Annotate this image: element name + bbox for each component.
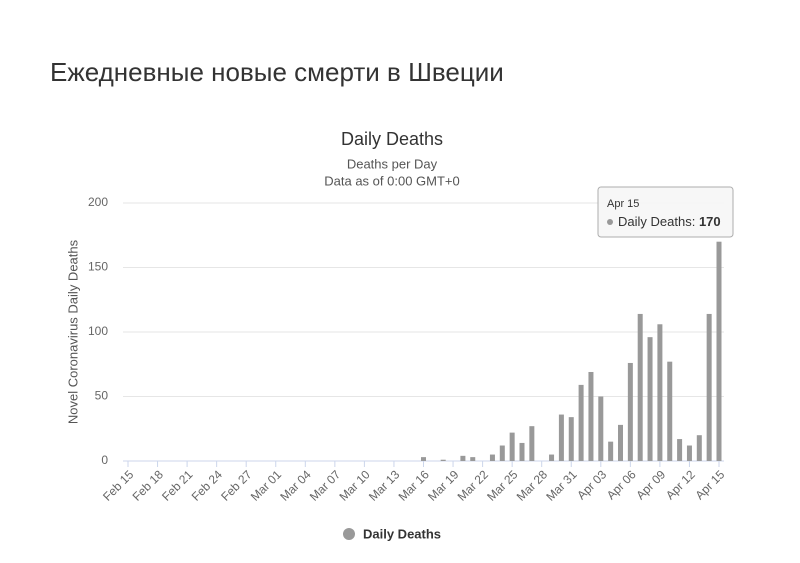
x-tick-label: Apr 03: [574, 467, 609, 502]
tooltip-marker: [607, 219, 613, 225]
bar: [529, 426, 535, 461]
x-tick-label: Mar 13: [366, 467, 403, 504]
y-tick-label: 0: [101, 453, 108, 467]
x-tick-label: Feb 15: [100, 467, 137, 504]
bar: [637, 313, 643, 461]
x-tick-label: Mar 10: [336, 467, 373, 504]
bar: [657, 324, 663, 461]
bar: [509, 432, 515, 461]
x-tick-label: Mar 22: [455, 467, 492, 504]
bar: [440, 459, 446, 461]
x-tick-label: Apr 12: [663, 467, 698, 502]
x-tick-label: Mar 01: [248, 467, 285, 504]
x-tick-label: Apr 06: [604, 467, 639, 502]
y-axis-label: Novel Coronavirus Daily Deaths: [65, 239, 80, 424]
y-tick-label: 150: [88, 260, 108, 274]
bar: [696, 435, 702, 461]
tooltip: Apr 15 Daily Deaths: 170: [597, 186, 734, 238]
x-tick-label: Mar 07: [307, 467, 344, 504]
chart-subtitle: Deaths per Day: [347, 156, 438, 171]
x-tick-label: Apr 15: [692, 467, 727, 502]
bar: [558, 414, 564, 461]
y-tick-label: 100: [88, 324, 108, 338]
chart-title: Daily Deaths: [341, 129, 443, 149]
bar: [618, 424, 623, 461]
x-tick-label: Mar 16: [396, 467, 433, 504]
x-tick-label: Mar 28: [514, 467, 551, 504]
bar: [686, 445, 692, 461]
bar: [568, 417, 574, 461]
tooltip-series: Daily Deaths: [618, 214, 692, 229]
tooltip-sep: :: [692, 214, 699, 229]
bar: [489, 454, 495, 461]
bar: [588, 371, 594, 461]
tooltip-text: Daily Deaths: 170: [618, 214, 721, 229]
x-tick-label: Feb 21: [159, 467, 196, 504]
bar: [627, 362, 633, 461]
bar: [519, 442, 525, 461]
x-tick-label: Mar 04: [277, 467, 314, 504]
y-tick-label: 50: [95, 389, 109, 403]
tooltip-box: [597, 186, 734, 238]
x-tick-label: Feb 18: [130, 467, 167, 504]
bar: [421, 457, 426, 461]
bar: [716, 241, 722, 461]
tooltip-value: 170: [699, 214, 721, 229]
x-tick-label: Feb 27: [218, 467, 255, 504]
x-tick-label: Mar 19: [425, 467, 462, 504]
bar: [647, 337, 653, 461]
x-tick-label: Mar 31: [543, 467, 580, 504]
x-tick-label: Apr 09: [633, 467, 668, 502]
chart-subtitle: Data as of 0:00 GMT+0: [324, 173, 459, 188]
bar: [667, 361, 673, 461]
bar: [470, 457, 476, 461]
legend-label: Daily Deaths: [363, 526, 441, 541]
bar: [706, 313, 712, 461]
bar: [598, 396, 604, 461]
bar: [677, 439, 683, 461]
bar: [578, 384, 584, 461]
tooltip-date: Apr 15: [607, 198, 639, 210]
bar: [608, 441, 614, 461]
bar: [549, 454, 555, 461]
x-tick-label: Feb 24: [189, 467, 226, 504]
page-title: Ежедневные новые смерти в Швеции: [50, 57, 504, 87]
legend-marker: [343, 528, 355, 540]
bar: [499, 445, 505, 461]
legend-item: Daily Deaths: [343, 526, 441, 541]
y-tick-label: 200: [88, 195, 108, 209]
bar: [460, 455, 466, 461]
x-tick-label: Mar 25: [484, 467, 521, 504]
